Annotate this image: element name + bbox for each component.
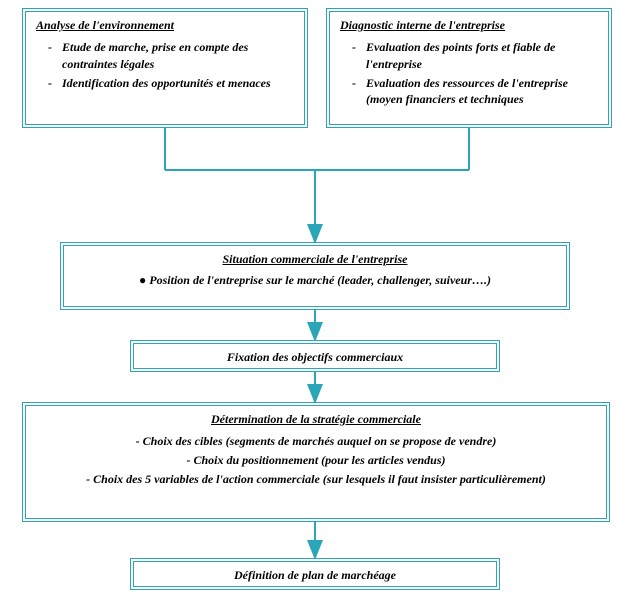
box-analyse-environnement: Analyse de l'environnement Etude de marc… xyxy=(22,8,308,128)
item-list: Etude de marche, prise en compte des con… xyxy=(36,39,294,91)
box-definition-plan: Définition de plan de marchéage xyxy=(130,558,500,590)
box-situation-commerciale: Situation commerciale de l'entreprise ● … xyxy=(60,242,570,310)
list-item: Choix des cibles (segments de marchés au… xyxy=(36,433,596,450)
box-strategie-commerciale: Détermination de la stratégie commercial… xyxy=(22,402,610,522)
box-title: Diagnostic interne de l'entreprise xyxy=(340,18,598,33)
list-item: Choix des 5 variables de l'action commer… xyxy=(36,471,596,488)
item-list: Evaluation des points forts et fiable de… xyxy=(340,39,598,108)
box-title: Analyse de l'environnement xyxy=(36,18,294,33)
box-diagnostic-interne: Diagnostic interne de l'entreprise Evalu… xyxy=(326,8,612,128)
list-item: Identification des opportunités et menac… xyxy=(48,75,294,92)
box-title: Situation commerciale de l'entreprise xyxy=(74,252,556,267)
list-item: Choix du positionnement (pour les articl… xyxy=(36,452,596,469)
bullet-item: ● Position de l'entreprise sur le marché… xyxy=(74,273,556,288)
box-fixation-objectifs: Fixation des objectifs commerciaux xyxy=(130,340,500,372)
box-text: Fixation des objectifs commerciaux xyxy=(144,350,486,365)
list-item: Evaluation des points forts et fiable de… xyxy=(352,39,598,73)
item-list: Choix des cibles (segments de marchés au… xyxy=(36,433,596,487)
box-title: Détermination de la stratégie commercial… xyxy=(36,412,596,427)
list-item: Evaluation des ressources de l'entrepris… xyxy=(352,75,598,109)
box-text: Définition de plan de marchéage xyxy=(144,568,486,583)
flowchart-canvas: Analyse de l'environnement Etude de marc… xyxy=(0,0,629,608)
list-item: Etude de marche, prise en compte des con… xyxy=(48,39,294,73)
